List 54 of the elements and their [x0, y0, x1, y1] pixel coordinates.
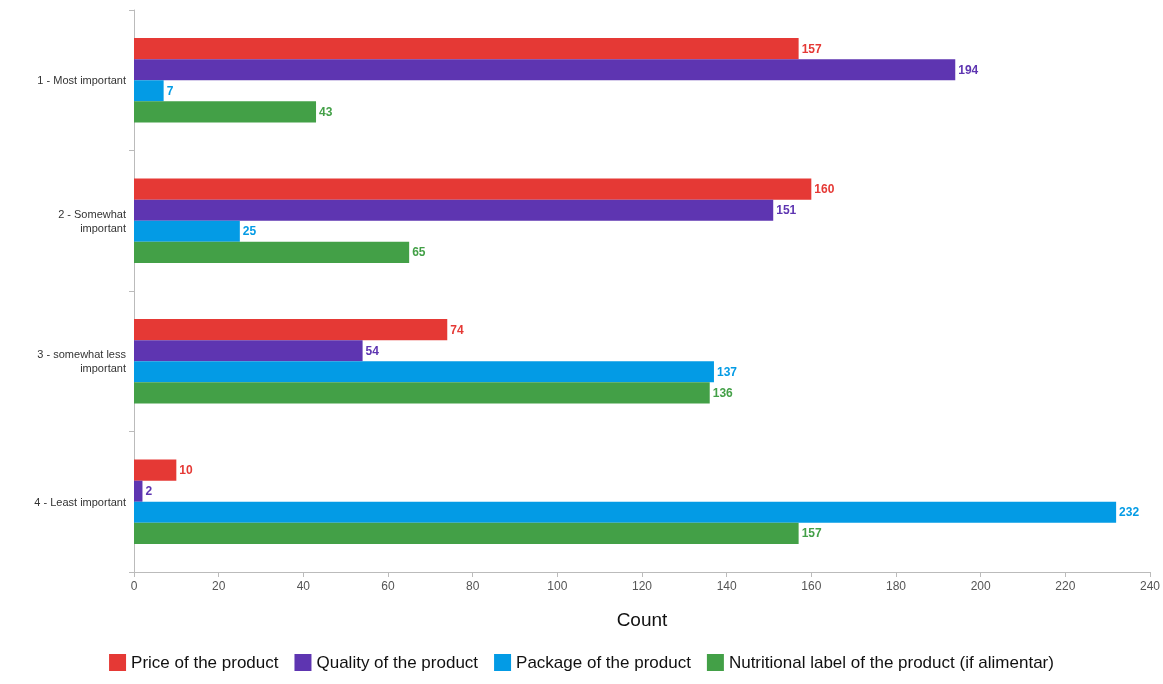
- data-label: 232: [1119, 505, 1140, 520]
- x-tick-label: 140: [716, 579, 737, 593]
- data-label: 2: [145, 484, 153, 499]
- bar: [134, 220, 240, 242]
- bar: [134, 101, 317, 123]
- bar: [134, 459, 177, 481]
- x-tick-label: 100: [547, 579, 568, 593]
- x-tick-label: 180: [885, 579, 907, 593]
- bar: [134, 522, 799, 544]
- data-label: 136: [712, 385, 734, 400]
- data-label: 74: [450, 322, 464, 337]
- x-tick-label: 20: [211, 579, 226, 593]
- bar: [134, 361, 714, 383]
- bar: [134, 319, 448, 341]
- x-tick-label: 0: [130, 579, 138, 593]
- bar: [134, 199, 774, 221]
- bar: [134, 501, 1117, 523]
- x-tick-label: 80: [465, 579, 480, 593]
- data-label: 25: [242, 224, 257, 239]
- legend-label: Quality of the product: [316, 653, 479, 672]
- data-label: 137: [716, 364, 738, 379]
- data-label: 151: [776, 203, 797, 218]
- x-tick-label: 220: [1055, 579, 1076, 593]
- x-tick-label: 40: [296, 579, 311, 593]
- data-label: 7: [166, 83, 174, 98]
- data-label: 160: [814, 182, 835, 197]
- y-tick-label: 4 - Least important: [34, 495, 126, 508]
- bar: [134, 480, 143, 502]
- data-label: 194: [958, 62, 979, 77]
- bar: [134, 38, 799, 60]
- x-tick-label: 60: [381, 579, 395, 593]
- x-tick-label: 240: [1139, 579, 1161, 593]
- data-label: 157: [801, 41, 822, 56]
- x-axis-title: Count: [616, 609, 669, 630]
- bar: [134, 241, 410, 263]
- bar: [134, 340, 363, 362]
- legend-label: Nutritional label of the product (if alimentar): [728, 653, 1054, 672]
- data-label: 65: [412, 245, 426, 260]
- bar: [134, 59, 956, 81]
- data-label: 10: [179, 463, 194, 478]
- x-tick-label: 200: [970, 579, 991, 593]
- data-label: 54: [365, 343, 380, 358]
- x-tick-label: 160: [801, 579, 822, 593]
- data-label: 157: [801, 526, 822, 541]
- bar: [134, 80, 164, 102]
- x-tick-label: 120: [631, 579, 653, 593]
- bar: [134, 382, 710, 404]
- legend-label: Package of the product: [516, 653, 692, 672]
- y-tick-label: 3 - somewhat less important: [37, 348, 127, 375]
- y-tick-label: 1 - Most important: [37, 74, 126, 87]
- data-label: 43: [319, 104, 333, 119]
- legend-label: Price of the product: [131, 653, 279, 672]
- bar: [134, 178, 812, 200]
- y-tick-label: 2 - Somewhat important: [58, 207, 126, 234]
